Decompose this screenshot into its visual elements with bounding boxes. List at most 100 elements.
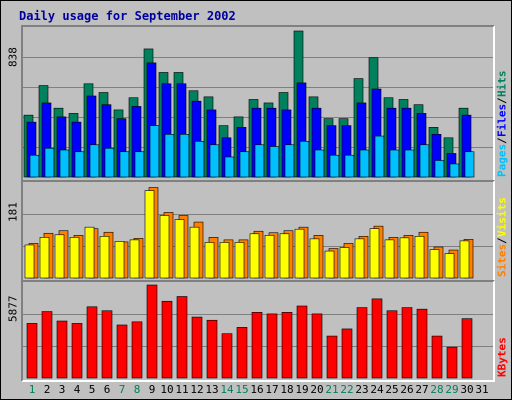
- bar-pages-day-20: [314, 149, 325, 178]
- x-tick-label-day-30: 30: [460, 383, 474, 396]
- bar-kbytes-day-10: [161, 300, 173, 379]
- x-tick-label-day-27: 27: [415, 383, 429, 396]
- bar-kbytes-day-9: [146, 284, 158, 379]
- x-tick-label-day-3: 3: [58, 383, 66, 396]
- kbytes-ymax-label: 5877: [6, 295, 20, 323]
- bar-visits-day-26: [399, 237, 410, 279]
- bar-visits-day-22: [339, 247, 350, 279]
- bar-pages-day-2: [44, 147, 55, 178]
- bar-pages-day-21: [329, 154, 340, 178]
- bar-kbytes-day-29: [446, 346, 458, 379]
- x-tick-label-day-20: 20: [310, 383, 324, 396]
- x-tick-label-day-21: 21: [325, 383, 339, 396]
- bar-kbytes-day-20: [311, 313, 323, 379]
- bar-visits-day-1: [24, 244, 35, 279]
- sites-visits-plot: [23, 187, 493, 279]
- x-tick-label-day-7: 7: [118, 383, 126, 396]
- x-tick-label-day-18: 18: [280, 383, 294, 396]
- bar-pages-day-11: [179, 134, 190, 178]
- bar-kbytes-day-6: [101, 310, 113, 379]
- hits-files-pages-legend: Pages / Files / Hits: [494, 27, 510, 177]
- bar-kbytes-day-13: [206, 319, 218, 379]
- bar-kbytes-day-5: [86, 306, 98, 379]
- bar-kbytes-day-14: [221, 333, 233, 379]
- bar-visits-day-24: [369, 228, 380, 279]
- x-tick-label-day-26: 26: [400, 383, 414, 396]
- bar-visits-day-12: [189, 226, 200, 279]
- legend-sep-1: /: [495, 137, 509, 144]
- bar-kbytes-day-2: [41, 311, 53, 379]
- bar-visits-day-2: [39, 237, 50, 279]
- bar-visits-day-5: [84, 226, 95, 279]
- bar-visits-day-27: [414, 236, 425, 279]
- bar-visits-day-9: [144, 190, 155, 279]
- bar-visits-day-15: [234, 242, 245, 279]
- x-tick-label-day-6: 6: [103, 383, 111, 396]
- bar-kbytes-day-22: [341, 328, 353, 379]
- bar-pages-day-22: [344, 154, 355, 178]
- bar-pages-day-10: [164, 134, 175, 178]
- bar-kbytes-day-4: [71, 323, 83, 379]
- x-tick-label-day-5: 5: [88, 383, 96, 396]
- bar-pages-day-15: [239, 151, 250, 178]
- bar-visits-day-17: [264, 235, 275, 279]
- bar-pages-day-25: [389, 149, 400, 178]
- bar-visits-day-18: [279, 233, 290, 279]
- x-tick-label-day-28: 28: [430, 383, 444, 396]
- chart-title: Daily usage for September 2002: [19, 9, 236, 23]
- x-tick-label-day-29: 29: [445, 383, 459, 396]
- bar-kbytes-day-19: [296, 305, 308, 379]
- x-tick-label-day-10: 10: [160, 383, 174, 396]
- bar-pages-day-14: [224, 156, 235, 178]
- bar-visits-day-6: [99, 236, 110, 279]
- bar-kbytes-day-24: [371, 298, 383, 379]
- bar-kbytes-day-28: [431, 335, 443, 379]
- bar-pages-day-9: [149, 125, 160, 178]
- bar-pages-day-27: [419, 144, 430, 178]
- sites-ymax-label: 181: [6, 202, 20, 222]
- bar-visits-day-11: [174, 219, 185, 279]
- bar-visits-day-29: [444, 253, 455, 279]
- x-tick-label-day-17: 17: [265, 383, 279, 396]
- bar-kbytes-day-25: [386, 310, 398, 379]
- bar-kbytes-day-11: [176, 296, 188, 379]
- legend-sep-2: /: [495, 97, 509, 105]
- legend-files: Files: [495, 104, 509, 138]
- bar-pages-day-29: [449, 163, 460, 178]
- x-tick-label-day-11: 11: [175, 383, 189, 396]
- kbytes-legend: KBytes: [494, 282, 510, 377]
- bar-visits-day-4: [69, 237, 80, 279]
- x-tick-label-day-16: 16: [250, 383, 264, 396]
- bar-pages-day-18: [284, 144, 295, 178]
- bar-visits-day-7: [114, 241, 125, 279]
- bar-pages-day-8: [134, 151, 145, 178]
- bar-kbytes-day-16: [251, 312, 263, 379]
- bar-kbytes-day-21: [326, 335, 338, 379]
- x-tick-label-day-25: 25: [385, 383, 399, 396]
- bar-kbytes-day-12: [191, 316, 203, 379]
- bar-pages-day-23: [359, 149, 370, 178]
- bar-pages-day-13: [209, 144, 220, 178]
- x-tick-label-day-23: 23: [355, 383, 369, 396]
- bar-visits-day-28: [429, 249, 440, 279]
- bar-pages-day-28: [434, 160, 445, 178]
- bar-visits-day-20: [309, 238, 320, 279]
- bar-pages-day-3: [59, 149, 70, 178]
- bar-kbytes-day-30: [461, 318, 473, 379]
- bar-kbytes-day-1: [26, 323, 38, 379]
- bar-pages-day-6: [104, 147, 115, 178]
- bar-pages-day-1: [29, 154, 40, 178]
- x-tick-label-day-9: 9: [148, 383, 156, 396]
- x-tick-label-day-1: 1: [28, 383, 36, 396]
- x-tick-label-day-14: 14: [220, 383, 234, 396]
- bar-visits-day-3: [54, 234, 65, 279]
- x-tick-label-day-4: 4: [73, 383, 81, 396]
- hits-ymax-label: 838: [6, 47, 20, 67]
- bar-visits-day-21: [324, 250, 335, 279]
- bar-kbytes-day-27: [416, 308, 428, 379]
- x-tick-label-day-22: 22: [340, 383, 354, 396]
- legend-hits: Hits: [495, 71, 509, 98]
- bar-kbytes-day-26: [401, 307, 413, 379]
- kbytes-plot: [23, 284, 493, 379]
